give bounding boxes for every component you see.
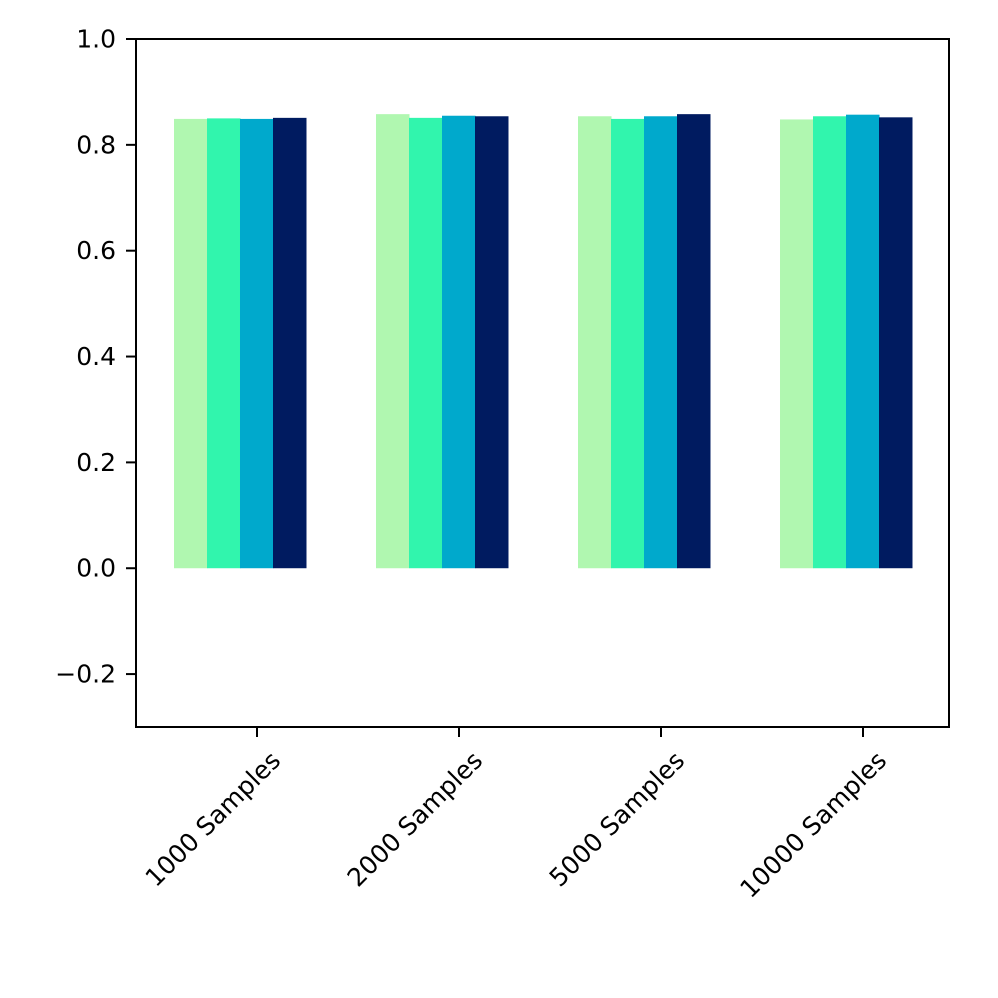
bar-2-series-3 <box>442 115 476 569</box>
bar-4-series-4 <box>879 117 913 569</box>
bar-1-series-2 <box>207 118 241 569</box>
bar-2-series-2 <box>409 117 443 569</box>
plot-frame <box>135 38 950 728</box>
bar-1-series-1 <box>174 118 208 569</box>
bar-3-series-2 <box>611 118 645 569</box>
bar-1-series-4 <box>273 117 307 569</box>
bar-2-series-4 <box>475 116 509 569</box>
bar-1-series-3 <box>240 118 274 569</box>
y-tick-label: 0.4 <box>76 342 116 371</box>
y-tick-label: 0.8 <box>76 130 116 159</box>
y-tick-label: 0.0 <box>76 554 116 583</box>
bar-4-series-1 <box>780 119 814 569</box>
bar-3-series-4 <box>677 114 711 569</box>
bar-4-series-3 <box>846 114 880 569</box>
bars-layer <box>174 114 913 569</box>
bar-3-series-3 <box>644 116 678 569</box>
y-tick-label: 0.6 <box>76 236 116 265</box>
y-tick-label: 1.0 <box>76 25 116 54</box>
bar-2-series-1 <box>376 114 410 569</box>
bar-4-series-2 <box>813 116 847 569</box>
y-axis: −0.2 0.0 0.2 0.4 0.6 0.8 1.0 <box>55 25 136 689</box>
y-tick-label: 0.2 <box>76 448 116 477</box>
y-tick-label: −0.2 <box>55 660 116 689</box>
bar-3-series-1 <box>578 116 612 569</box>
